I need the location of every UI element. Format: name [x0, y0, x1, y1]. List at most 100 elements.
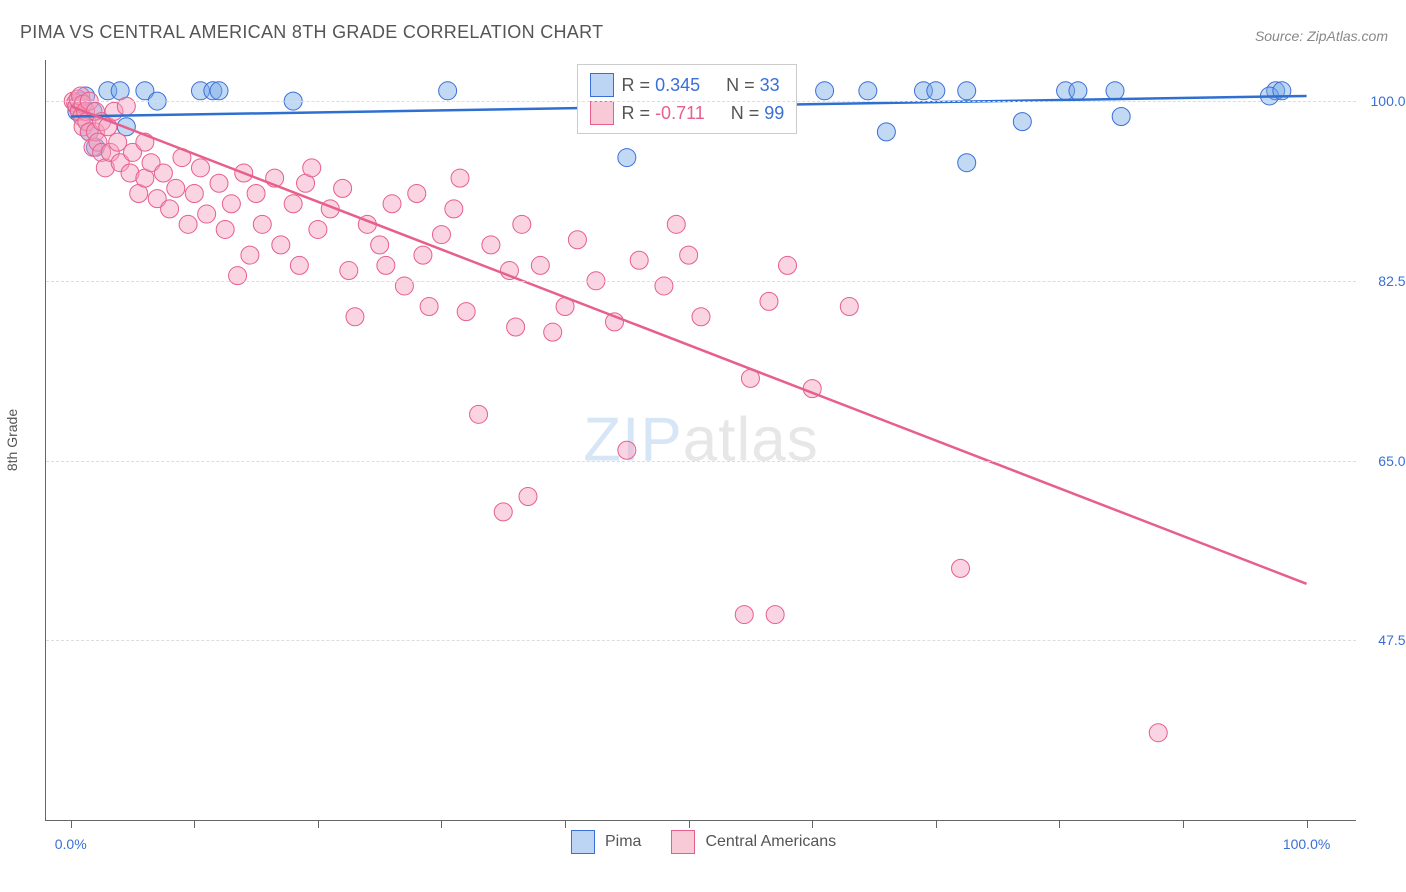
- scatter-point: [1013, 113, 1031, 131]
- regression-line: [71, 106, 1307, 584]
- scatter-point: [179, 215, 197, 233]
- scatter-point: [1149, 724, 1167, 742]
- scatter-point: [210, 174, 228, 192]
- xtick: [689, 820, 690, 828]
- scatter-point: [859, 82, 877, 100]
- scatter-point: [334, 179, 352, 197]
- correlation-row: R = 0.345 N = 33: [590, 71, 785, 99]
- scatter-point: [451, 169, 469, 187]
- scatter-point: [309, 220, 327, 238]
- xtick: [441, 820, 442, 828]
- scatter-point: [1106, 82, 1124, 100]
- scatter-point: [618, 149, 636, 167]
- gridline-h: [46, 640, 1356, 641]
- scatter-point: [408, 185, 426, 203]
- scatter-point: [229, 267, 247, 285]
- scatter-point: [383, 195, 401, 213]
- scatter-point: [445, 200, 463, 218]
- scatter-point: [952, 559, 970, 577]
- scatter-point: [692, 308, 710, 326]
- scatter-point: [1112, 107, 1130, 125]
- scatter-point: [395, 277, 413, 295]
- correlation-row: R = -0.711 N = 99: [590, 99, 785, 127]
- scatter-point: [568, 231, 586, 249]
- scatter-point: [735, 606, 753, 624]
- correlation-box: R = 0.345 N = 33R = -0.711 N = 99: [577, 64, 798, 134]
- scatter-point: [284, 195, 302, 213]
- scatter-point: [513, 215, 531, 233]
- scatter-point: [494, 503, 512, 521]
- scatter-point: [216, 220, 234, 238]
- ytick-label: 47.5%: [1363, 632, 1406, 648]
- scatter-point: [432, 226, 450, 244]
- scatter-point: [210, 82, 228, 100]
- scatter-point: [161, 200, 179, 218]
- scatter-point: [117, 97, 135, 115]
- scatter-point: [346, 308, 364, 326]
- source-attribution: Source: ZipAtlas.com: [1255, 28, 1388, 44]
- scatter-point: [766, 606, 784, 624]
- chart-svg: [46, 60, 1356, 820]
- scatter-point: [371, 236, 389, 254]
- scatter-point: [840, 297, 858, 315]
- scatter-point: [877, 123, 895, 141]
- legend-swatch: [590, 101, 614, 125]
- r-label: R = -0.711: [622, 103, 705, 124]
- scatter-point: [303, 159, 321, 177]
- legend-label: Pima: [605, 833, 641, 851]
- gridline-h: [46, 101, 1356, 102]
- scatter-point: [1069, 82, 1087, 100]
- spacer: [713, 103, 723, 124]
- legend-bottom: Pima Central Americans: [571, 830, 856, 854]
- scatter-point: [185, 185, 203, 203]
- ytick-label: 100.0%: [1363, 93, 1406, 109]
- scatter-point: [222, 195, 240, 213]
- scatter-point: [618, 441, 636, 459]
- scatter-point: [667, 215, 685, 233]
- scatter-point: [167, 179, 185, 197]
- scatter-point: [414, 246, 432, 264]
- scatter-point: [816, 82, 834, 100]
- ytick-label: 82.5%: [1363, 273, 1406, 289]
- scatter-point: [377, 256, 395, 274]
- scatter-point: [420, 297, 438, 315]
- scatter-point: [290, 256, 308, 274]
- gridline-h: [46, 281, 1356, 282]
- scatter-point: [519, 487, 537, 505]
- scatter-point: [680, 246, 698, 264]
- xtick: [194, 820, 195, 828]
- scatter-point: [531, 256, 549, 274]
- xtick: [1183, 820, 1184, 828]
- spacer: [708, 75, 718, 96]
- scatter-point: [241, 246, 259, 264]
- xtick: [1307, 820, 1308, 828]
- legend-swatch: [571, 830, 595, 854]
- legend-label: Central Americans: [705, 833, 836, 851]
- plot-area: ZIPatlas R = 0.345 N = 33R = -0.711 N = …: [45, 60, 1356, 821]
- xtick: [71, 820, 72, 828]
- scatter-point: [760, 292, 778, 310]
- scatter-point: [958, 82, 976, 100]
- xtick: [1059, 820, 1060, 828]
- xtick-label: 100.0%: [1283, 836, 1330, 852]
- scatter-point: [927, 82, 945, 100]
- scatter-point: [253, 215, 271, 233]
- xtick-label: 0.0%: [55, 836, 87, 852]
- scatter-point: [439, 82, 457, 100]
- scatter-point: [630, 251, 648, 269]
- scatter-point: [340, 262, 358, 280]
- scatter-point: [457, 303, 475, 321]
- scatter-point: [247, 185, 265, 203]
- scatter-point: [958, 154, 976, 172]
- scatter-point: [779, 256, 797, 274]
- legend-swatch: [590, 73, 614, 97]
- xtick: [812, 820, 813, 828]
- scatter-point: [655, 277, 673, 295]
- scatter-point: [198, 205, 216, 223]
- scatter-point: [154, 164, 172, 182]
- n-label: N = 33: [726, 75, 780, 96]
- n-label: N = 99: [731, 103, 785, 124]
- scatter-point: [544, 323, 562, 341]
- chart-title: PIMA VS CENTRAL AMERICAN 8TH GRADE CORRE…: [20, 22, 603, 43]
- scatter-point: [272, 236, 290, 254]
